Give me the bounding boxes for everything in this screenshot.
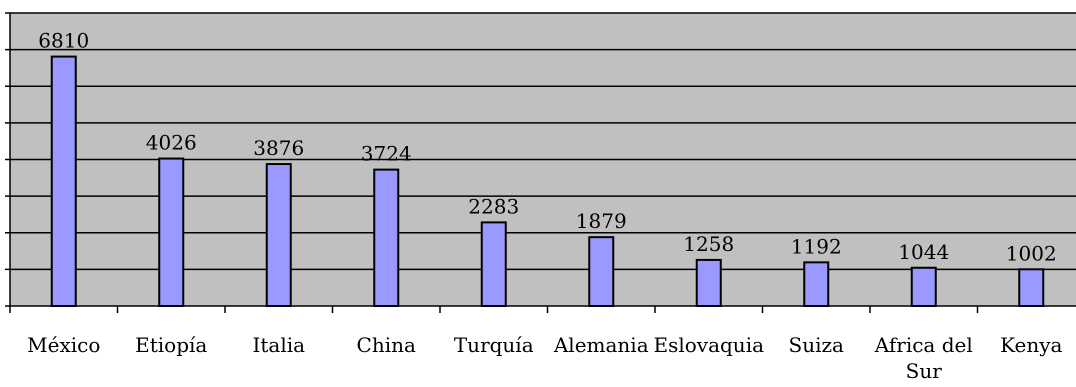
value-label: 1879 xyxy=(576,209,627,233)
bar xyxy=(373,168,400,307)
value-labels: 6810 4026 3876 3724 2283 1879 1258 1192 1044 1002 xyxy=(38,29,1056,266)
value-label: 3876 xyxy=(253,136,304,160)
category-label: Suiza xyxy=(789,333,845,357)
bar xyxy=(910,266,937,307)
bar xyxy=(158,157,185,307)
category-label: Italia xyxy=(252,333,305,357)
value-label: 4026 xyxy=(146,131,197,155)
category-label: México xyxy=(27,333,100,357)
value-label: 1002 xyxy=(1006,241,1057,265)
bar xyxy=(480,221,507,308)
category-labels: México Etiopía Italia China Turquía Alemania E… xyxy=(27,333,1062,383)
category-label: Etiopía xyxy=(135,333,207,357)
category-label: China xyxy=(357,333,416,357)
category-label: Turquía xyxy=(454,333,534,357)
value-label: 3724 xyxy=(361,142,412,166)
gridlines xyxy=(10,12,1076,271)
bar xyxy=(1018,268,1045,308)
category-label: Africa del Sur xyxy=(874,333,973,383)
category-label: Alemania xyxy=(553,333,649,357)
value-label: 1044 xyxy=(898,240,949,264)
bar xyxy=(588,236,615,307)
value-label: 1258 xyxy=(683,232,734,256)
bar xyxy=(803,261,830,307)
bar xyxy=(50,55,77,307)
category-label: Kenya xyxy=(1000,333,1062,357)
bars xyxy=(50,55,1045,308)
value-label: 2283 xyxy=(468,194,519,218)
category-label: Eslovaquia xyxy=(653,333,764,357)
bar xyxy=(695,258,722,307)
value-label: 1192 xyxy=(791,234,842,258)
axes xyxy=(5,12,1076,313)
value-label: 6810 xyxy=(38,29,89,53)
bar xyxy=(265,163,292,307)
